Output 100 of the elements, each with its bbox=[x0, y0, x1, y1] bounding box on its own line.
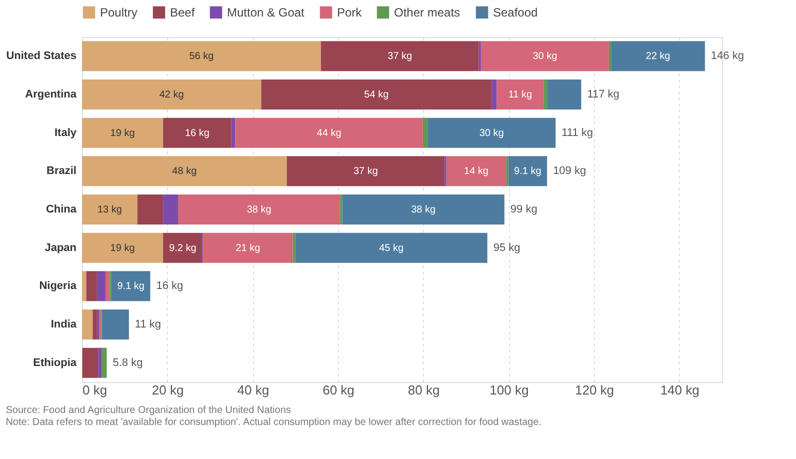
bar bbox=[608, 41, 612, 72]
y-tick-label: Italy bbox=[54, 126, 78, 139]
data-label: 48 kg bbox=[172, 166, 197, 178]
data-label: 56 kg bbox=[189, 51, 214, 62]
x-tick-label: 120 kg bbox=[574, 382, 614, 398]
y-tick-label: United States bbox=[6, 50, 76, 62]
source-note: Source: Food and Agriculture Organization of the United Nations bbox=[6, 405, 291, 416]
bar bbox=[105, 271, 110, 302]
y-tick-label: Brazil bbox=[46, 165, 76, 178]
bar bbox=[292, 232, 296, 263]
legend-label: Other meats bbox=[394, 5, 460, 20]
bar bbox=[508, 156, 548, 186]
bar bbox=[82, 80, 262, 110]
data-label: 30 kg bbox=[479, 128, 504, 139]
bar bbox=[295, 232, 488, 263]
data-label: 44 kg bbox=[316, 128, 342, 139]
data-label: 9.2 kg bbox=[169, 242, 196, 254]
bar bbox=[496, 80, 544, 110]
y-tick-label: India bbox=[50, 318, 78, 330]
data-label: 14 kg bbox=[464, 166, 488, 178]
total-label: 99 kg bbox=[510, 204, 538, 216]
bar bbox=[163, 194, 178, 224]
bar bbox=[480, 41, 609, 72]
bar bbox=[82, 194, 138, 224]
total-label: 109 kg bbox=[553, 165, 586, 178]
data-label: 37 kg bbox=[388, 51, 412, 62]
data-label: 22 kg bbox=[646, 51, 670, 62]
bar bbox=[235, 118, 423, 148]
data-label: 9.1 kg bbox=[117, 281, 144, 292]
bar bbox=[231, 118, 236, 148]
data-label: 11 kg bbox=[508, 90, 532, 100]
y-tick-label: Argentina bbox=[25, 88, 78, 100]
bar bbox=[320, 41, 479, 72]
data-label: 21 kg bbox=[236, 242, 260, 254]
data-label: 38 kg bbox=[246, 204, 272, 216]
total-label: 111 kg bbox=[562, 126, 594, 139]
data-label: 9.1 kg bbox=[514, 166, 542, 178]
bar bbox=[137, 194, 164, 224]
bar bbox=[96, 271, 106, 302]
legend-label: Pork bbox=[337, 5, 363, 20]
data-label: 16 kg bbox=[184, 128, 210, 139]
data-label: 37 kg bbox=[354, 166, 378, 178]
total-label: 117 kg bbox=[587, 88, 620, 100]
data-label: 19 kg bbox=[110, 242, 135, 254]
bar bbox=[96, 310, 100, 340]
total-label: 146 kg bbox=[710, 50, 744, 62]
y-tick-label: China bbox=[46, 204, 78, 216]
data-label: 19 kg bbox=[110, 128, 135, 139]
text: Note: Data refers to meat 'available for consumption'. Actual consumption may be lower after correction for food wastage. bbox=[6, 417, 542, 428]
data-label: 42 kg bbox=[159, 90, 184, 100]
bar bbox=[428, 118, 556, 148]
bar bbox=[82, 348, 98, 378]
legend-label: Beef bbox=[170, 5, 196, 20]
bar bbox=[342, 194, 504, 224]
total-label: 11 kg bbox=[134, 318, 162, 330]
bar bbox=[82, 271, 86, 302]
bar bbox=[492, 80, 497, 110]
x-tick-label: 40 kg bbox=[237, 382, 270, 398]
x-tick-label: 0 kg bbox=[82, 382, 108, 398]
bar bbox=[261, 80, 492, 110]
bar bbox=[92, 310, 97, 340]
legend-label: Mutton & Goat bbox=[227, 5, 306, 20]
bar bbox=[446, 156, 506, 186]
bar bbox=[547, 80, 582, 110]
x-tick-label: 20 kg bbox=[152, 382, 184, 398]
data-label: 38 kg bbox=[411, 204, 436, 216]
bar bbox=[163, 118, 232, 148]
y-tick-label: Japan bbox=[44, 242, 77, 254]
data-label: 30 kg bbox=[532, 51, 558, 62]
legend-label: Seafood bbox=[493, 5, 538, 20]
bar bbox=[82, 310, 93, 340]
y-tick-label: Ethiopia bbox=[33, 356, 78, 369]
data-label: 45 kg bbox=[379, 242, 404, 254]
bar bbox=[611, 41, 705, 72]
bar bbox=[82, 118, 164, 148]
bar bbox=[286, 156, 445, 186]
x-tick-label: 60 kg bbox=[322, 382, 354, 398]
bar bbox=[86, 271, 97, 302]
x-tick-label: 80 kg bbox=[408, 382, 440, 398]
bar bbox=[98, 348, 102, 378]
total-label: 16 kg bbox=[156, 280, 184, 292]
bar bbox=[82, 41, 321, 72]
legend-label: Poultry bbox=[100, 5, 138, 20]
data-label: 54 kg bbox=[364, 90, 389, 100]
total-label: 95 kg bbox=[493, 242, 520, 254]
y-tick-label: Nigeria bbox=[39, 280, 78, 292]
bar bbox=[544, 80, 548, 110]
x-tick-label: 140 kg bbox=[660, 382, 700, 398]
bar bbox=[102, 310, 129, 340]
bar bbox=[82, 232, 164, 263]
bar bbox=[178, 194, 340, 224]
bar bbox=[111, 271, 150, 302]
x-tick-label: 100 kg bbox=[490, 382, 529, 398]
bar bbox=[422, 118, 428, 148]
bar bbox=[163, 232, 202, 263]
total-label: 5.8 kg bbox=[112, 356, 143, 369]
bar bbox=[203, 232, 293, 263]
data-label: 13 kg bbox=[98, 204, 122, 216]
bar bbox=[82, 156, 287, 186]
bar bbox=[102, 348, 107, 378]
